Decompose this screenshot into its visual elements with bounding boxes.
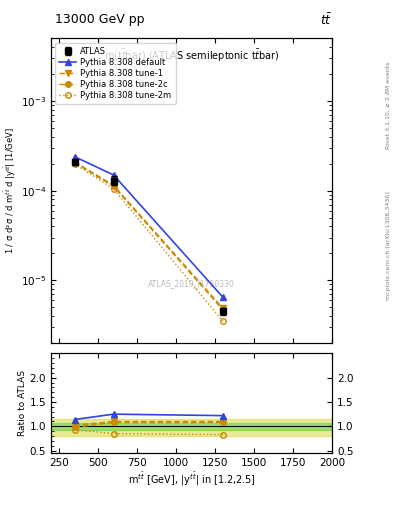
Text: $t\bar{t}$: $t\bar{t}$ bbox=[320, 13, 332, 28]
Pythia 8.308 tune-1 bbox=[72, 159, 77, 165]
Pythia 8.308 default bbox=[111, 172, 116, 178]
Text: ATLAS_2019_I1750330: ATLAS_2019_I1750330 bbox=[148, 279, 235, 288]
Y-axis label: Ratio to ATLAS: Ratio to ATLAS bbox=[18, 370, 27, 436]
Bar bbox=[51, 419, 332, 436]
Line: Pythia 8.308 tune-1: Pythia 8.308 tune-1 bbox=[71, 158, 226, 312]
Y-axis label: 1 / σ d²σ / d m$^{t\bar{t}}$ d |y$^{t\bar{t}}$| [1/GeV]: 1 / σ d²σ / d m$^{t\bar{t}}$ d |y$^{t\ba… bbox=[2, 127, 18, 254]
Line: Pythia 8.308 tune-2m: Pythia 8.308 tune-2m bbox=[72, 161, 226, 324]
X-axis label: m$^{t\bar{t}}$ [GeV], |y$^{t\bar{t}}$| in [1.2,2.5]: m$^{t\bar{t}}$ [GeV], |y$^{t\bar{t}}$| i… bbox=[128, 471, 255, 488]
Pythia 8.308 tune-2c bbox=[111, 183, 116, 189]
Pythia 8.308 tune-2m bbox=[220, 318, 225, 324]
Legend: ATLAS, Pythia 8.308 default, Pythia 8.308 tune-1, Pythia 8.308 tune-2c, Pythia 8: ATLAS, Pythia 8.308 default, Pythia 8.30… bbox=[55, 42, 176, 104]
Text: m(t$\bar{t}$bar) (ATLAS semileptonic t$\bar{t}$bar): m(t$\bar{t}$bar) (ATLAS semileptonic t$\… bbox=[104, 48, 279, 63]
Pythia 8.308 tune-1 bbox=[220, 305, 225, 311]
Bar bbox=[51, 423, 332, 430]
Text: mcplots.cern.ch [arXiv:1306.3436]: mcplots.cern.ch [arXiv:1306.3436] bbox=[386, 191, 391, 300]
Pythia 8.308 tune-2c bbox=[72, 160, 77, 166]
Line: Pythia 8.308 default: Pythia 8.308 default bbox=[71, 153, 226, 301]
Pythia 8.308 tune-2c bbox=[220, 307, 225, 313]
Pythia 8.308 default bbox=[220, 294, 225, 300]
Text: Rivet 3.1.10, ≥ 2.8M events: Rivet 3.1.10, ≥ 2.8M events bbox=[386, 61, 391, 149]
Text: 13000 GeV pp: 13000 GeV pp bbox=[55, 13, 145, 26]
Pythia 8.308 tune-1 bbox=[111, 182, 116, 188]
Pythia 8.308 tune-2m bbox=[111, 186, 116, 192]
Line: Pythia 8.308 tune-2c: Pythia 8.308 tune-2c bbox=[72, 160, 226, 312]
Pythia 8.308 default bbox=[72, 154, 77, 160]
Pythia 8.308 tune-2m bbox=[72, 161, 77, 167]
